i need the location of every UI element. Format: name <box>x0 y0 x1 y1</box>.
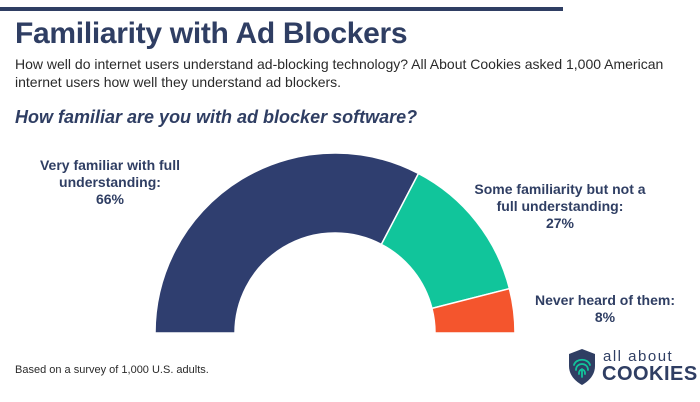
logo-text-top: all about <box>603 348 674 365</box>
label-never-heard-text: Never heard of them: <box>534 292 676 308</box>
label-some-familiarity-text: Some familiarity but not a full understa… <box>474 181 646 214</box>
all-about-cookies-logo: all about COOKIES <box>567 348 697 388</box>
shield-fingerprint-icon <box>569 349 595 385</box>
label-never-heard-value: 8% <box>594 309 616 325</box>
label-some-familiarity: Some familiarity but not a full understa… <box>470 181 650 232</box>
label-very-familiar-value: 66% <box>95 191 125 207</box>
slice-very-familiar <box>154 152 420 334</box>
label-never-heard: Never heard of them: 8% <box>520 292 690 326</box>
top-accent-bar <box>0 7 563 11</box>
label-some-familiarity-value: 27% <box>545 215 575 231</box>
survey-footnote: Based on a survey of 1,000 U.S. adults. <box>15 364 209 376</box>
logo-text-bottom: COOKIES <box>602 363 698 385</box>
slice-never-heard <box>431 287 516 334</box>
page-title: Familiarity with Ad Blockers <box>15 17 408 50</box>
label-very-familiar-text: Very familiar with full understanding: <box>39 157 181 190</box>
chart-title: How familiar are you with ad blocker sof… <box>15 107 418 127</box>
page-subtitle: How well do internet users understand ad… <box>15 56 664 90</box>
label-very-familiar: Very familiar with full understanding: 6… <box>25 157 195 208</box>
